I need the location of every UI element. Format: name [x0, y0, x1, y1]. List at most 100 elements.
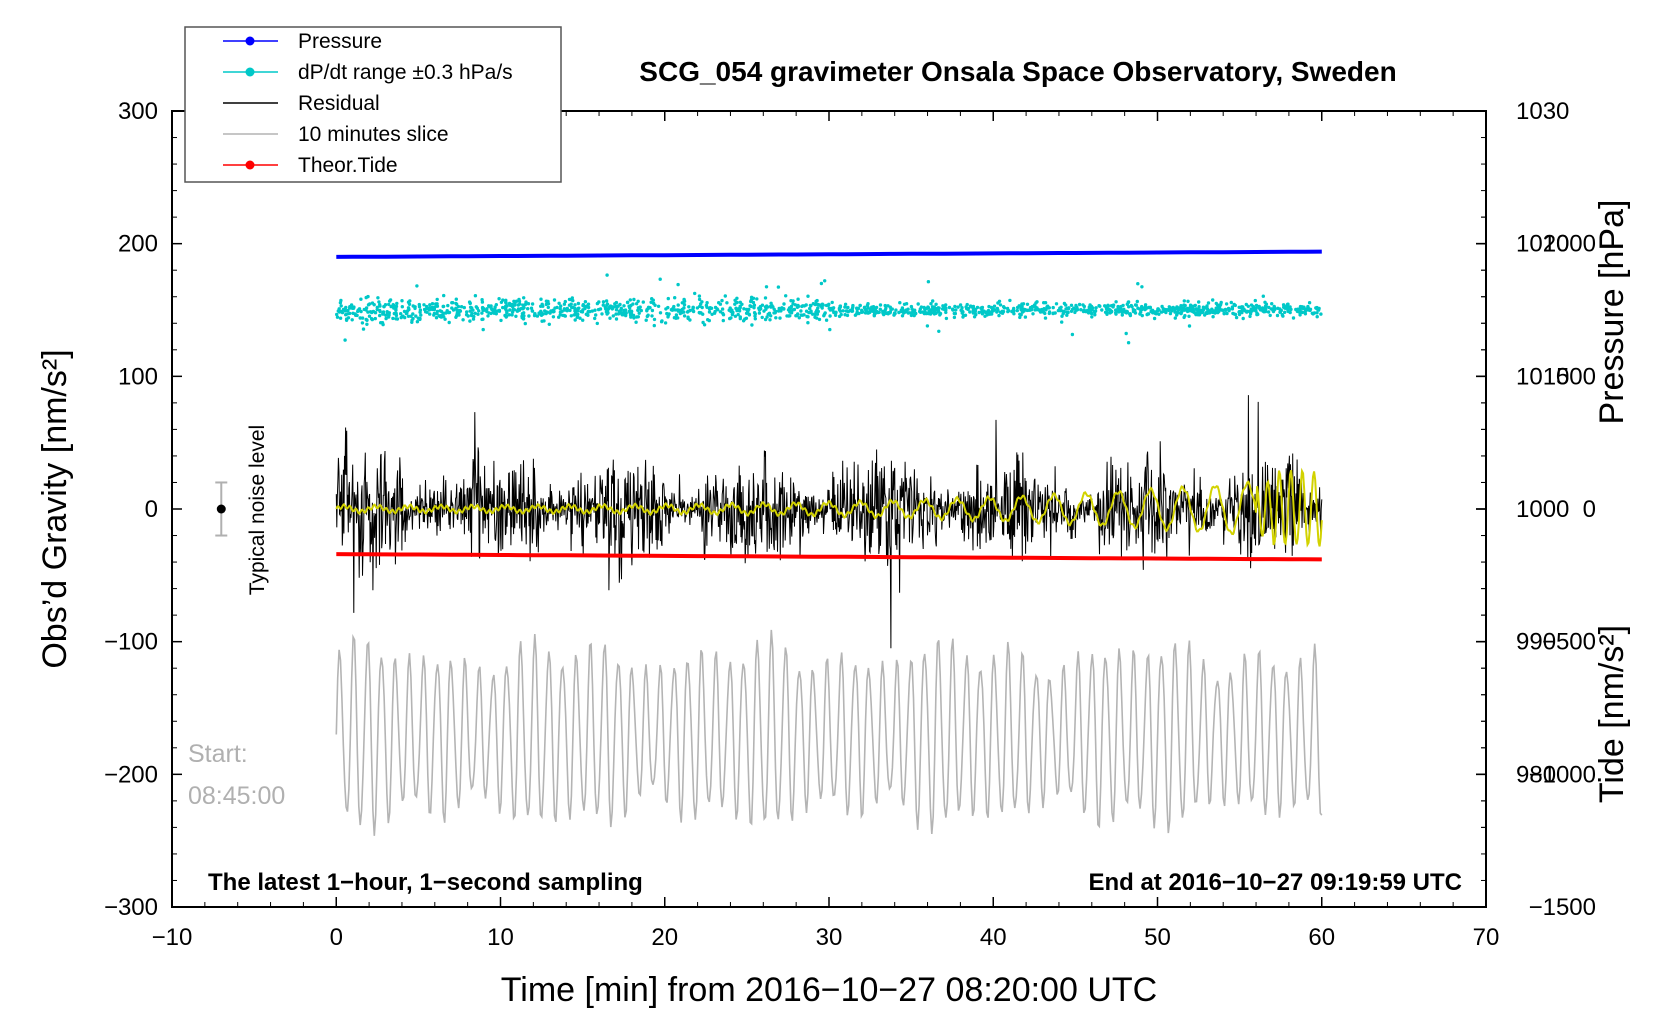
dpdt-point	[1291, 316, 1296, 320]
dpdt-point	[1241, 316, 1245, 321]
dpdt-point	[441, 304, 445, 309]
dpdt-point	[672, 304, 676, 309]
dpdt-point	[399, 312, 403, 316]
dpdt-point	[774, 316, 778, 320]
x-tick-label: 20	[651, 924, 678, 951]
dpdt-point	[387, 302, 391, 307]
dpdt-point	[466, 314, 470, 318]
dpdt-point	[1298, 313, 1302, 317]
dpdt-point	[422, 303, 426, 307]
dpdt-point	[856, 306, 861, 311]
dpdt-point	[1051, 305, 1055, 310]
dpdt-point	[951, 308, 955, 312]
dpdt-point	[1268, 313, 1272, 318]
dpdt-point	[977, 310, 981, 315]
dpdt-point	[378, 313, 382, 318]
dpdt-point	[769, 314, 773, 318]
dpdt-point	[593, 316, 597, 321]
dpdt-point	[827, 302, 831, 306]
dpdt-point	[477, 309, 481, 313]
dpdt-point	[576, 315, 580, 319]
dpdt-point	[1089, 304, 1093, 308]
dpdt-point	[366, 310, 370, 314]
dpdt-point	[752, 306, 756, 310]
dpdt-point	[1319, 312, 1323, 316]
dpdt-point	[686, 315, 690, 319]
pressure-tick-label: 1020	[1516, 231, 1569, 258]
dpdt-point	[608, 304, 613, 308]
dpdt-point	[523, 302, 528, 307]
legend-marker	[245, 160, 255, 170]
dpdt-point	[404, 311, 409, 316]
dpdt-point	[505, 304, 509, 308]
pressure-tick-label: 980	[1516, 761, 1556, 788]
dpdt-point	[1283, 310, 1287, 314]
dpdt-point	[339, 304, 343, 308]
dpdt-point	[1180, 306, 1184, 310]
dpdt-point	[625, 300, 630, 305]
dpdt-point	[718, 310, 723, 314]
dpdt-point	[804, 309, 809, 313]
dpdt-point	[422, 307, 427, 312]
dpdt-point	[1183, 314, 1187, 318]
filtered-series-line	[335, 467, 1323, 548]
dpdt-point	[1286, 308, 1290, 312]
dpdt-point	[1043, 316, 1048, 320]
dpdt-point	[565, 306, 569, 311]
dpdt-point	[747, 312, 751, 316]
dpdt-point	[1197, 300, 1201, 304]
dpdt-point	[569, 314, 573, 318]
dpdt-point	[1182, 303, 1186, 307]
dpdt-point	[882, 312, 886, 317]
dpdt-point	[942, 305, 946, 309]
dpdt-point	[823, 311, 827, 315]
dpdt-point	[646, 305, 651, 309]
dpdt-point	[551, 315, 556, 319]
dpdt-point	[593, 308, 597, 312]
dpdt-point	[813, 302, 817, 307]
dpdt-point	[923, 307, 927, 311]
dpdt-point	[1067, 306, 1071, 310]
dpdt-point	[787, 306, 792, 310]
dpdt-point	[481, 317, 485, 321]
dpdt-point	[705, 301, 709, 305]
dpdt-point	[1093, 310, 1097, 315]
dpdt-point	[391, 316, 395, 321]
dpdt-point	[870, 305, 874, 309]
dpdt-point	[558, 307, 562, 311]
dpdt-point	[618, 311, 623, 315]
dpdt-point	[800, 313, 805, 317]
dpdt-point	[691, 309, 696, 314]
dpdt-point	[1114, 300, 1118, 304]
dpdt-point	[674, 313, 679, 317]
dpdt-point	[1073, 310, 1077, 315]
dpdt-point	[1126, 341, 1131, 345]
dpdt-point	[1207, 308, 1211, 313]
dpdt-point	[1263, 300, 1267, 304]
dpdt-point	[1140, 285, 1144, 289]
dpdt-point	[570, 296, 574, 300]
slice-series-line	[335, 629, 1323, 836]
x-axis-title: Time [min] from 2016−10−27 08:20:00 UTC	[501, 971, 1157, 1009]
dpdt-point	[1190, 305, 1195, 310]
dpdt-point	[400, 314, 405, 319]
dpdt-point	[614, 317, 619, 321]
pressure-series-line	[336, 249, 1322, 259]
dpdt-point	[501, 305, 505, 310]
dpdt-point	[628, 306, 632, 310]
dpdt-point	[1121, 308, 1126, 312]
dpdt-point	[996, 301, 1000, 305]
dpdt-point	[1036, 308, 1041, 312]
legend-marker	[245, 67, 255, 77]
dpdt-point	[697, 294, 702, 298]
dpdt-point	[601, 303, 605, 307]
y-tick-label: −100	[104, 629, 158, 656]
dpdt-point	[749, 298, 754, 302]
dpdt-point	[784, 294, 788, 298]
dpdt-point	[434, 316, 439, 320]
dpdt-point	[723, 294, 727, 298]
dpdt-point	[682, 314, 687, 318]
dpdt-point	[567, 297, 572, 302]
dpdt-point	[493, 307, 497, 311]
dpdt-point	[646, 313, 650, 317]
